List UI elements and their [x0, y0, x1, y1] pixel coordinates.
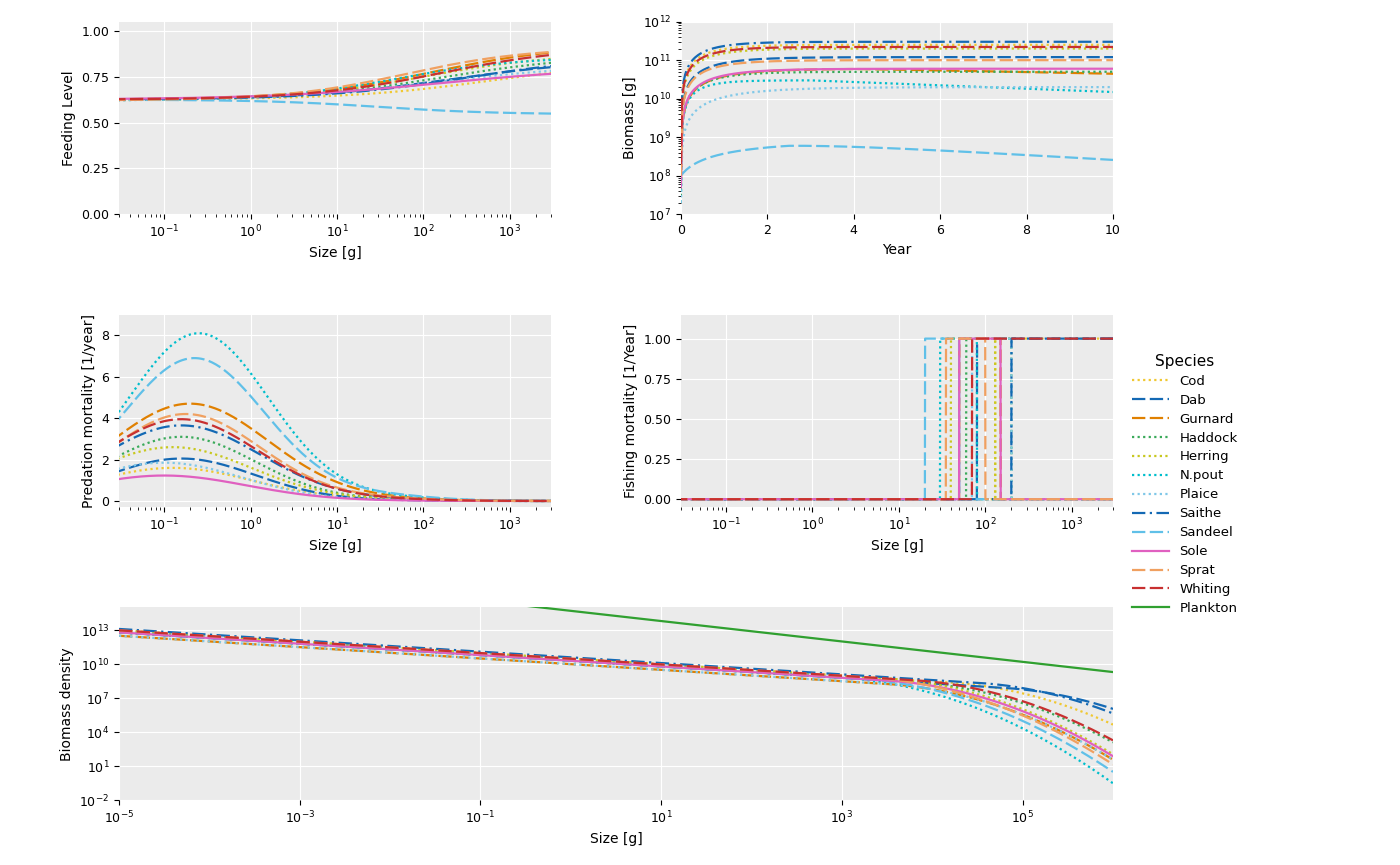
X-axis label: Size [g]: Size [g]: [309, 539, 361, 553]
Y-axis label: Biomass density: Biomass density: [60, 647, 74, 760]
X-axis label: Size [g]: Size [g]: [309, 247, 361, 260]
X-axis label: Size [g]: Size [g]: [589, 832, 643, 846]
X-axis label: Year: Year: [882, 242, 911, 257]
Legend: Cod, Dab, Gurnard, Haddock, Herring, N.pout, Plaice, Saithe, Sandeel, Sole, Spra: Cod, Dab, Gurnard, Haddock, Herring, N.p…: [1127, 349, 1243, 620]
Y-axis label: Feeding Level: Feeding Level: [62, 70, 76, 166]
Y-axis label: Biomass [g]: Biomass [g]: [623, 77, 637, 159]
Y-axis label: Predation mortality [1/year]: Predation mortality [1/year]: [81, 314, 95, 508]
X-axis label: Size [g]: Size [g]: [871, 539, 923, 553]
Y-axis label: Fishing mortality [1/Year]: Fishing mortality [1/Year]: [623, 324, 637, 498]
